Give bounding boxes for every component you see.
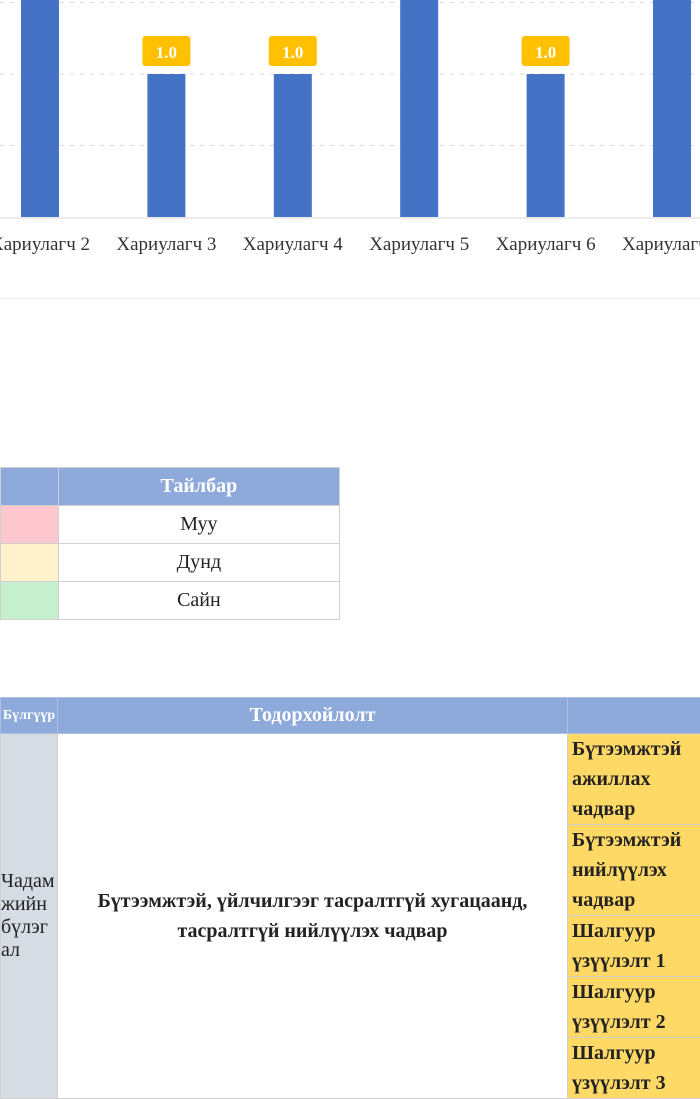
header-criteria — [568, 698, 700, 734]
criteria-cell: Шалгуур үзүүлэлт 3 — [568, 1038, 700, 1099]
legend-header-description: Тайлбар — [58, 468, 339, 506]
header-group: Бүлгүүр — [1, 698, 58, 734]
legend-row: Сайн — [1, 582, 340, 620]
category-label: Хариулагч 5 — [369, 234, 469, 255]
category-label: Хариулагч 3 — [116, 234, 216, 255]
data-label: 1.0 — [156, 43, 177, 62]
bar — [147, 74, 185, 217]
criteria-cell: Шалгуур үзүүлэлт 1 — [568, 916, 700, 977]
bar — [400, 0, 438, 217]
header-description: Тодорхойлолт — [58, 698, 568, 734]
legend-label: Муу — [58, 506, 339, 544]
legend-row: Дунд — [1, 544, 340, 582]
legend-swatch — [1, 544, 59, 582]
legend-swatch — [1, 582, 59, 620]
bar — [527, 74, 565, 217]
criteria-cell: Бүтээмжтэй нийлүүлэх чадвар — [568, 825, 700, 916]
legend-header-color — [1, 468, 59, 506]
legend-label: Дунд — [58, 544, 339, 582]
legend-row: Муу — [1, 506, 340, 544]
criteria-cell: Бүтээмжтэй ажиллах чадвар — [568, 734, 700, 825]
category-label: Хариулагч 6 — [496, 234, 596, 255]
criteria-cell: Шалгуур үзүүлэлт 2 — [568, 977, 700, 1038]
group-cell: Чадамжийн бүлэг ал — [1, 734, 58, 1099]
bar — [653, 0, 691, 217]
category-label: Хариулагч 4 — [243, 234, 344, 255]
bar — [274, 74, 312, 217]
description-cell: Бүтээмжтэй, үйлчилгээг тасралтгүй хугаца… — [58, 734, 568, 1099]
bar — [21, 0, 59, 217]
legend-swatch — [1, 506, 59, 544]
data-label: 1.0 — [282, 43, 303, 62]
data-label: 1.0 — [535, 43, 556, 62]
divider — [0, 298, 700, 299]
legend-label: Сайн — [58, 582, 339, 620]
category-label: Хариулагч 2 — [0, 234, 90, 255]
category-label: Хариулагч 7 — [622, 234, 700, 255]
competency-table: Бүлгүүр Тодорхойлолт Чадамжийн бүлэг ал … — [0, 697, 700, 1099]
